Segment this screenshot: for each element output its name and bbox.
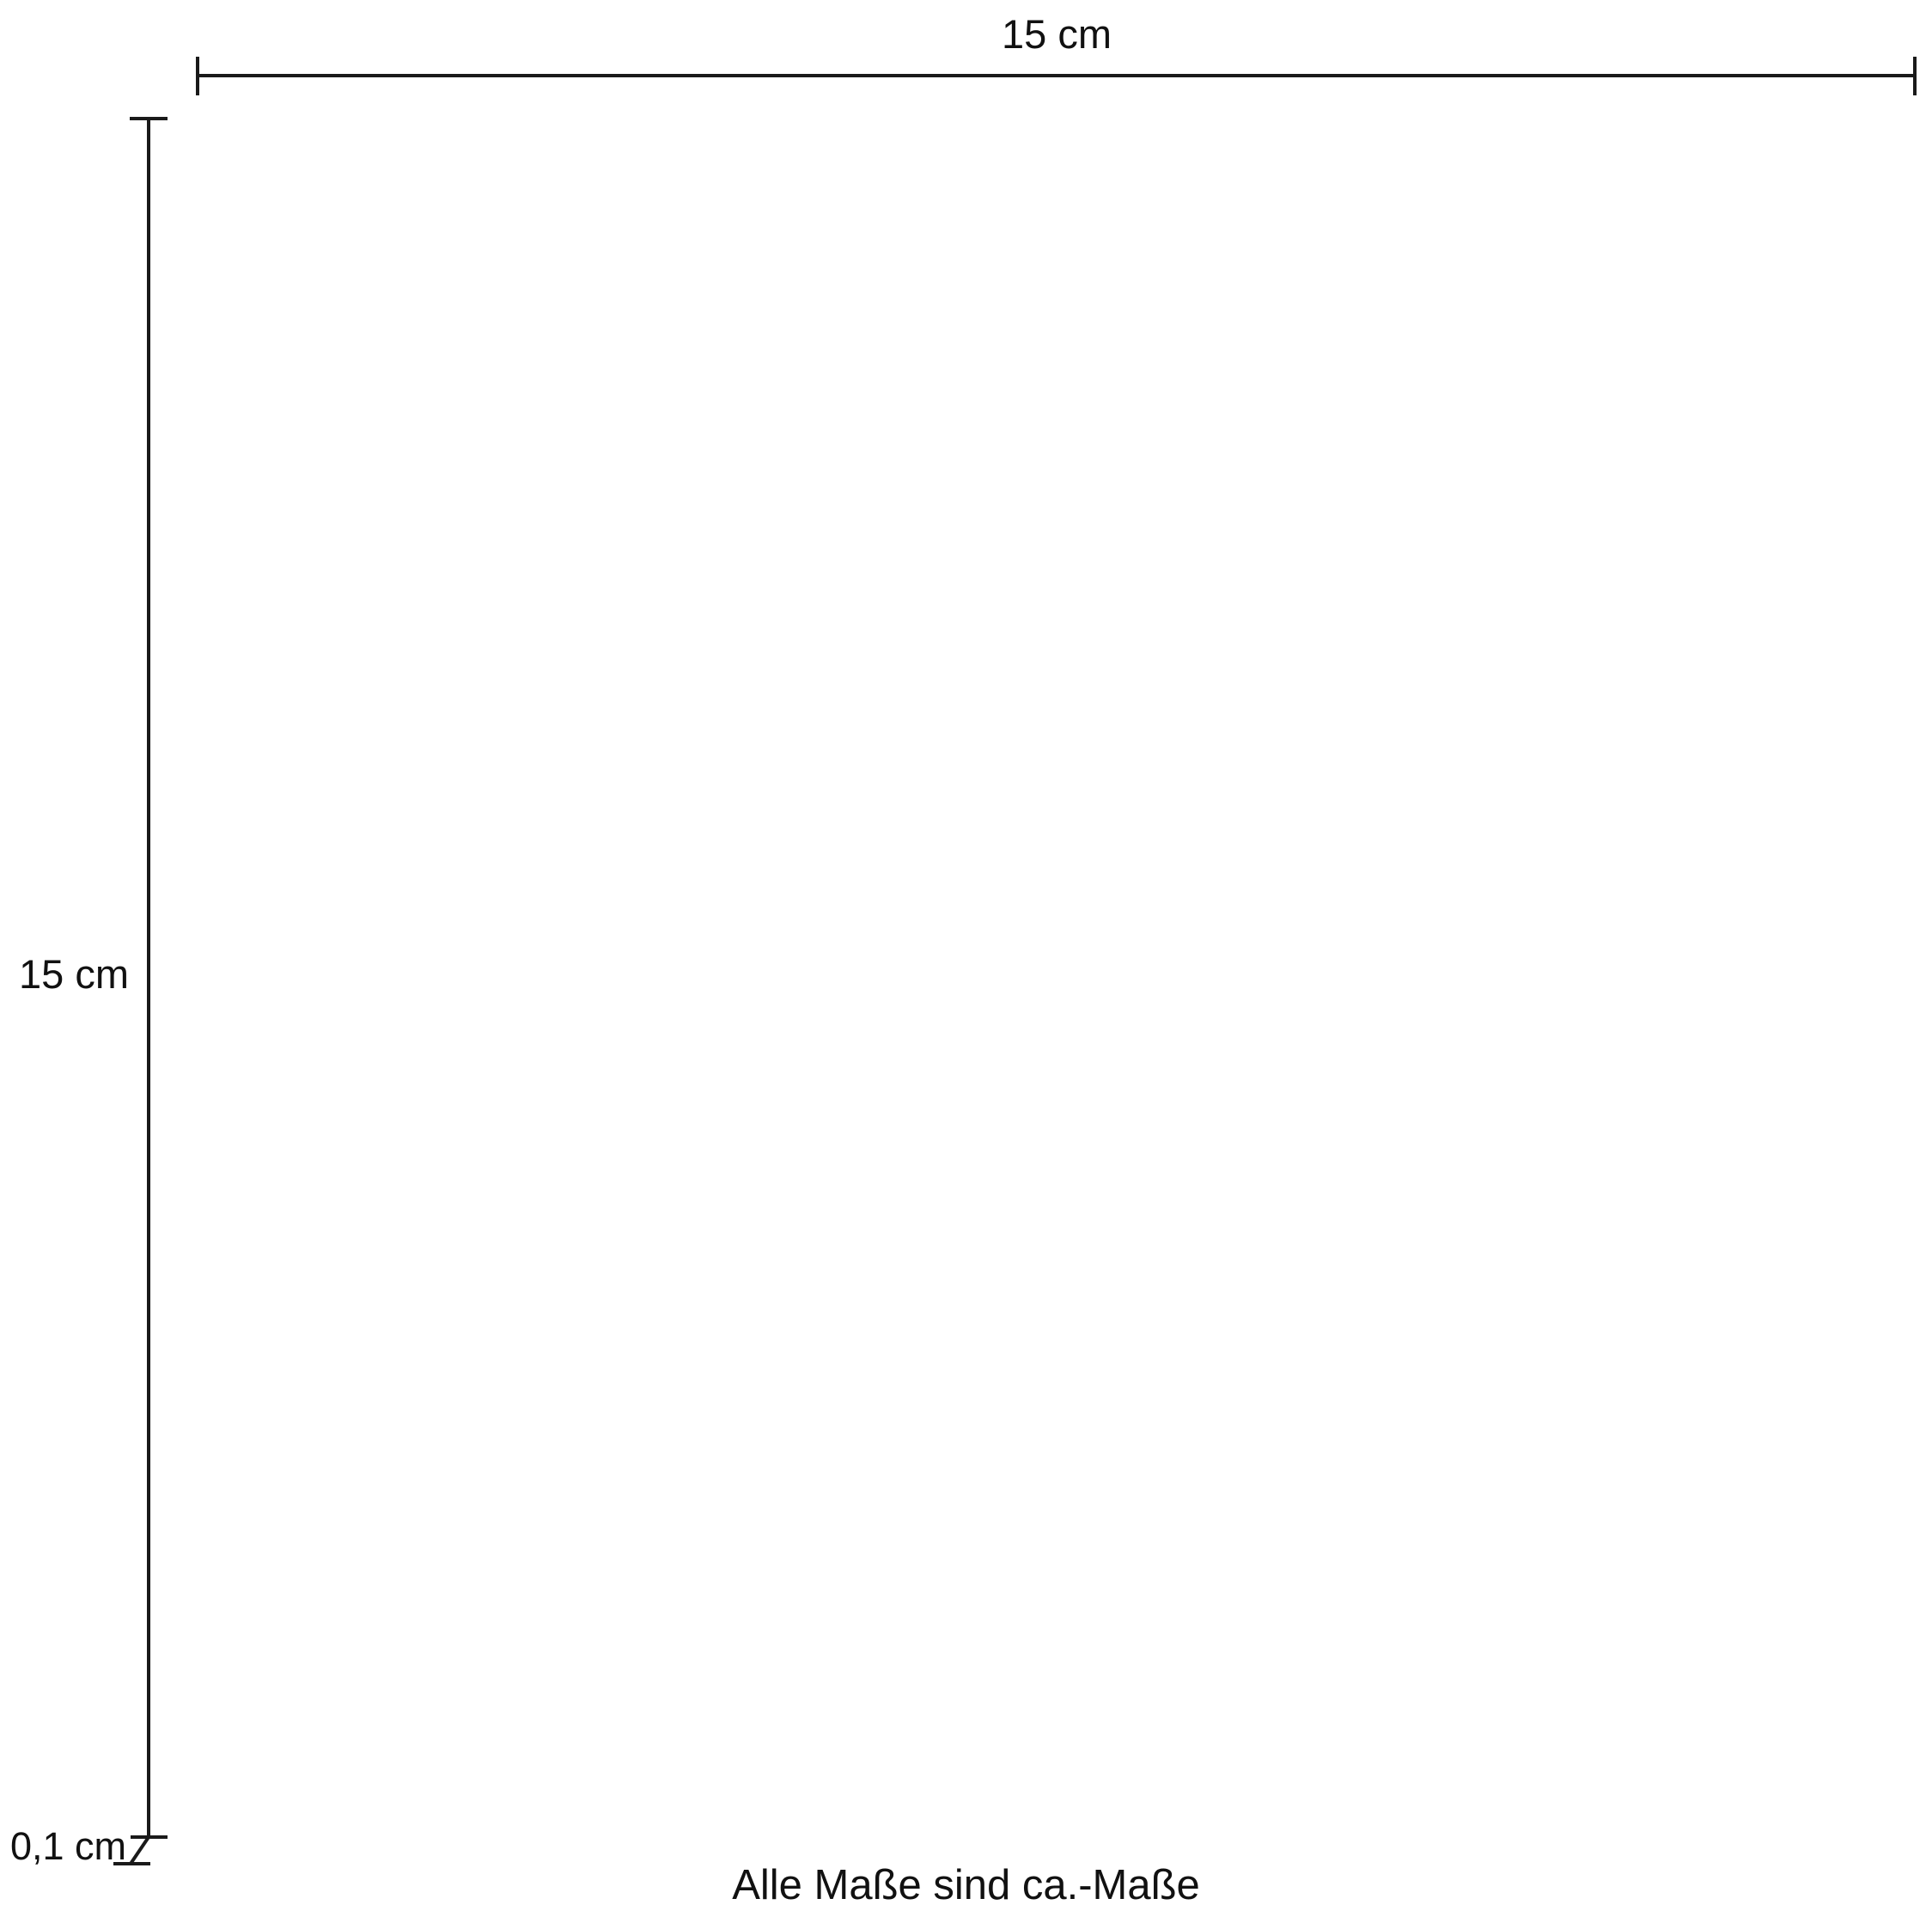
thickness-dimension-label: 0,1 cm <box>10 1824 127 1868</box>
tile-image <box>198 119 1916 1837</box>
width-dimension-label: 15 cm <box>1002 11 1112 57</box>
width-dimension-endcap-left <box>196 57 199 95</box>
height-dimension-line <box>147 119 150 1837</box>
footer-note: Alle Maße sind ca.-Maße <box>732 1862 1200 1908</box>
width-dimension-endcap-right <box>1913 57 1917 95</box>
width-dimension-line <box>198 74 1916 77</box>
thickness-break-icon <box>113 1835 168 1865</box>
height-dimension-label: 15 cm <box>19 951 129 997</box>
